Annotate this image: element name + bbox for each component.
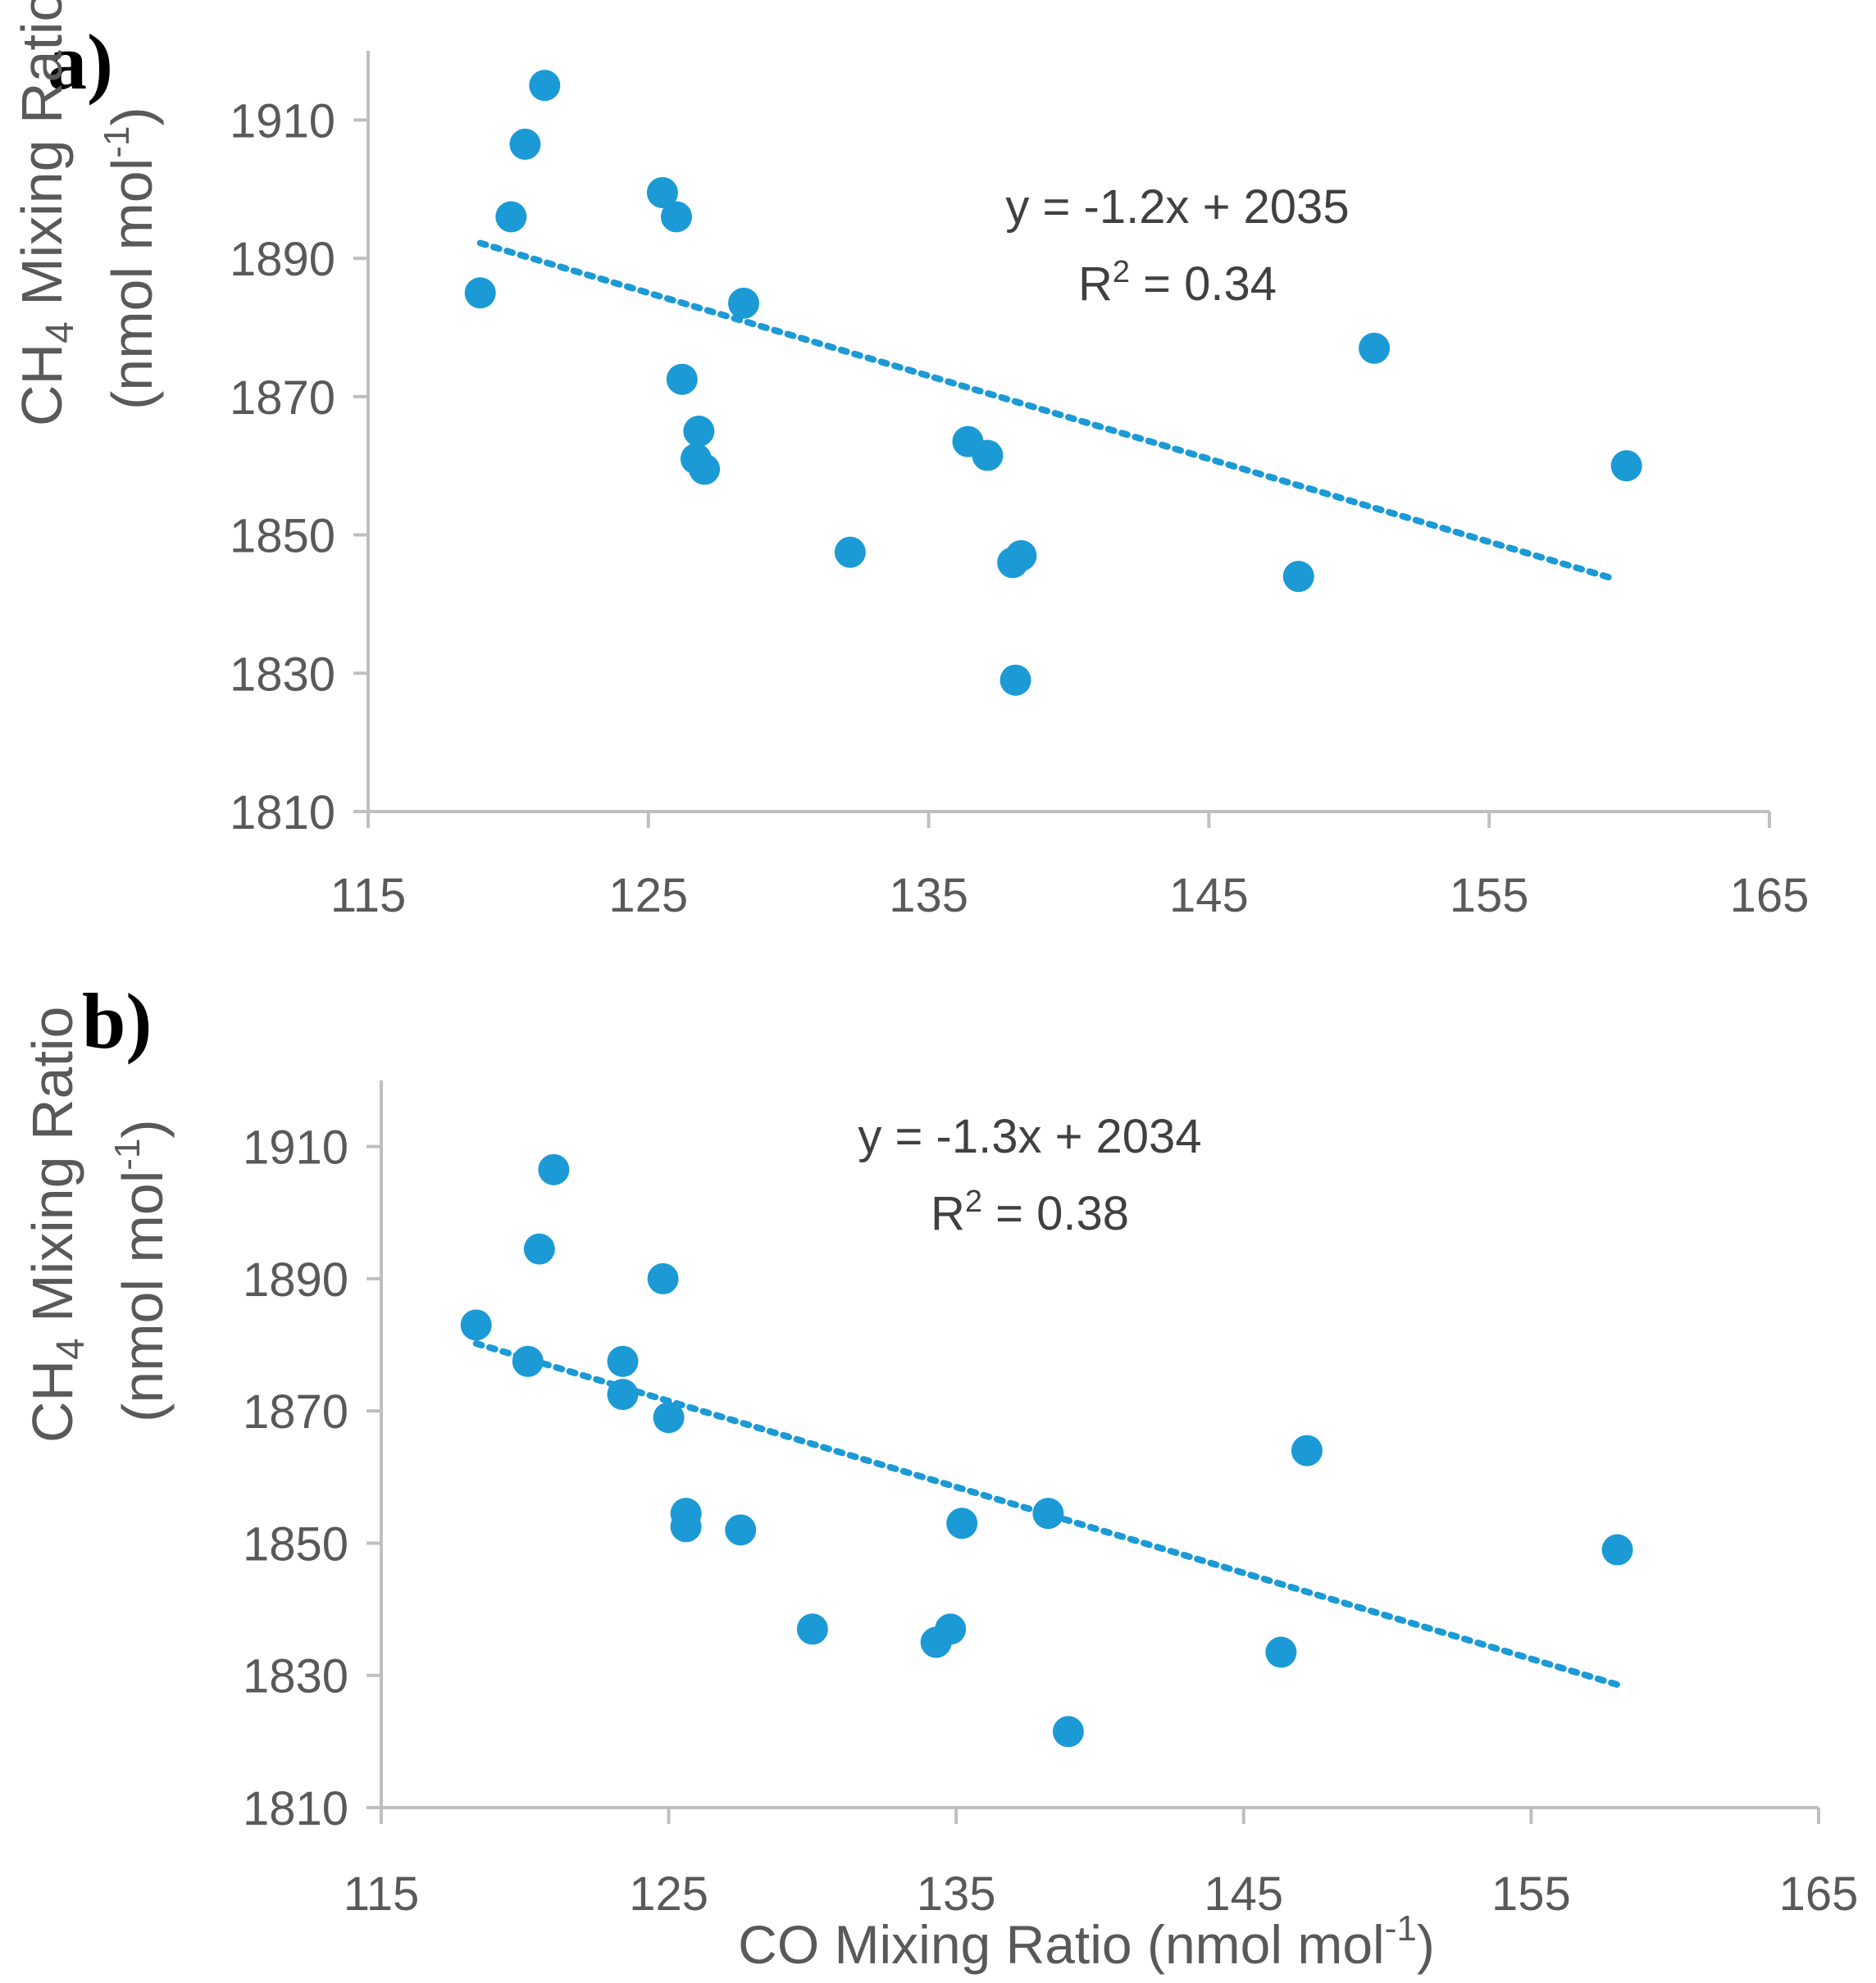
panel-b-data-point: [1032, 1498, 1064, 1530]
panel-a-data-point: [1610, 450, 1642, 482]
panel-b-y-tick-label: 1870: [243, 1385, 348, 1439]
panel-a-label: a): [48, 18, 113, 106]
panel-a-data-point: [666, 363, 698, 395]
panel-b-data-point: [1265, 1636, 1297, 1668]
panel-a-x-tick-label: 165: [1730, 869, 1810, 922]
panel-b-r-squared: R2 = 0.38: [931, 1185, 1129, 1240]
panel-b-y-tick-label: 1830: [243, 1650, 348, 1703]
panel-b-y-tick-label: 1810: [243, 1782, 348, 1835]
panel-b-x-tick-label: 145: [1204, 1867, 1283, 1921]
panel-a-y-tick-label: 1870: [230, 371, 335, 425]
panel-a-y-axis-units: (nmol mol-1): [97, 107, 164, 410]
panel-b-y-tick-label: 1910: [243, 1121, 348, 1175]
panel-a-x-tick-label: 125: [608, 869, 688, 922]
panel-a-y-tick-label: 1810: [230, 786, 335, 839]
panel-b-data-point: [512, 1345, 544, 1377]
panel-b-data-point: [796, 1613, 828, 1645]
panel-b-data-point: [538, 1153, 570, 1185]
panel-a-data-point: [660, 201, 692, 233]
plot-layer: 1810 1830 1850 1870 1890 1910 115 125 135 145 155 1…: [230, 51, 1858, 1921]
panel-a-y-tick-label: 1850: [230, 510, 335, 563]
panel-a-trendline: [476, 239, 1619, 583]
panel-a-equation: y = -1.2x + 2035: [1005, 180, 1349, 234]
panel-a-data-point: [728, 287, 760, 319]
panel-b-data-point: [523, 1233, 555, 1265]
panel-b-y-axis-title: CH4 Mixing Ratio: [20, 1007, 93, 1443]
panel-b-data-point: [460, 1309, 492, 1341]
panel-a-r-squared: R2 = 0.34: [1078, 255, 1277, 311]
panel-b-data-point: [1291, 1435, 1323, 1467]
panel-b-x-tick-label: 115: [344, 1867, 419, 1921]
panel-a-x-tick-label: 155: [1450, 869, 1529, 922]
panel-a-x-tick-label: 145: [1169, 869, 1249, 922]
panel-b-equation: y = -1.3x + 2034: [858, 1110, 1201, 1163]
panel-b-x-tick-label: 125: [629, 1867, 708, 1921]
panel-b-data-point: [647, 1262, 679, 1294]
panel-a-data-point: [972, 439, 1004, 471]
panel-b-data-point: [607, 1345, 639, 1377]
panel-a-y-tick-label: 1910: [230, 94, 335, 148]
panel-b-data-point: [670, 1511, 702, 1543]
panel-a-data-point: [834, 536, 866, 568]
panel-b-x-tick-label: 155: [1491, 1867, 1571, 1921]
panel-a-y-tick-label: 1890: [230, 233, 335, 286]
panel-b-y-axis-units: (nmol mol-1): [107, 1119, 175, 1422]
panel-a-data-point: [646, 176, 678, 208]
panel-b-data-point: [653, 1402, 685, 1434]
panel-a-data-point: [689, 453, 721, 485]
panel-a-y-tick-label: 1830: [230, 648, 335, 701]
panel-b-y-tick-label: 1850: [243, 1517, 348, 1571]
panel-a-x-tick-label: 115: [330, 869, 406, 922]
panel-a-y-axis-title: CH4 Mixing Ratio: [10, 0, 82, 426]
panel-a-data-point: [1282, 561, 1314, 593]
panel-a-data-point: [683, 416, 715, 447]
panel-b-y-tick-label: 1890: [243, 1253, 348, 1307]
panel-a-data-point: [509, 128, 541, 160]
panel-a-data-point: [464, 277, 496, 309]
panel-b-label: b): [82, 977, 153, 1065]
panel-b-x-axis-title: CO Mixing Ratio (nmol mol-1): [738, 1908, 1435, 1975]
panel-b-data-point: [607, 1379, 639, 1411]
panel-b-data-point: [946, 1508, 978, 1540]
panel-a-x-tick-label: 135: [889, 869, 968, 922]
panel-b-x-tick-label: 165: [1779, 1867, 1859, 1921]
panel-b-data-point: [725, 1514, 757, 1546]
panel-b-data-point: [1601, 1534, 1633, 1566]
panel-b-data-point: [935, 1613, 967, 1645]
panel-a-data-point: [495, 201, 527, 233]
panel-b-x-tick-label: 135: [917, 1867, 996, 1921]
panel-a-data-point: [999, 664, 1031, 696]
panel-a-data-point: [1005, 539, 1037, 571]
panel-a-data-point: [1359, 332, 1391, 364]
panel-a-data-point: [529, 70, 561, 102]
panel-b-data-point: [1052, 1716, 1084, 1748]
